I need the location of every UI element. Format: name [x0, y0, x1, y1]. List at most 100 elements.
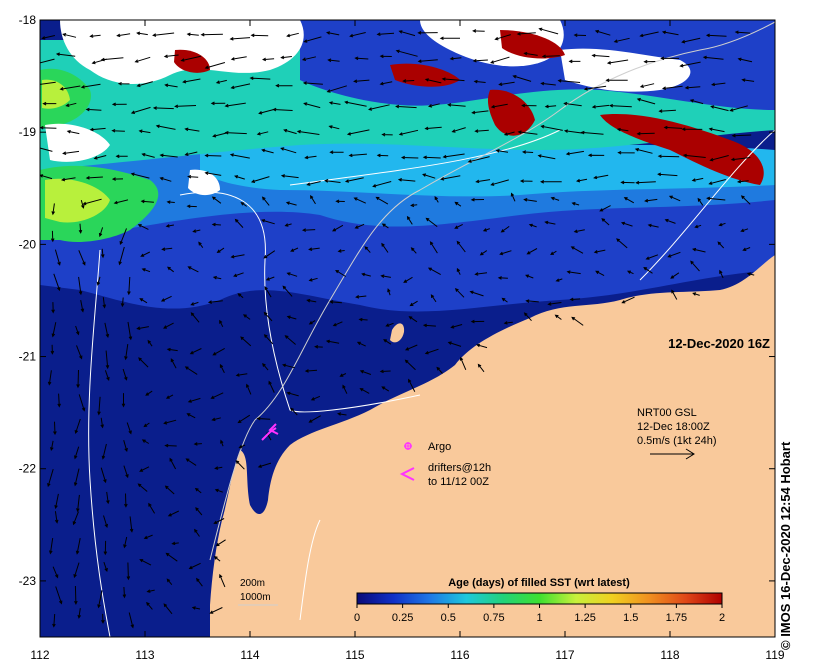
drifters-label-1: drifters@12h — [428, 462, 491, 474]
velocity-arrow — [120, 297, 125, 308]
velocity-arrow — [124, 493, 128, 508]
velocity-arrow — [594, 29, 611, 36]
velocity-arrow — [425, 217, 438, 227]
lon-tick-label: 112 — [30, 648, 49, 662]
velocity-arrow — [337, 249, 345, 253]
velocity-arrow — [187, 174, 199, 179]
velocity-arrow — [361, 272, 371, 277]
velocity-arrow — [303, 36, 322, 43]
velocity-arrow — [356, 341, 366, 347]
velocity-arrow — [280, 55, 292, 60]
velocity-arrow — [381, 223, 389, 229]
velocity-arrow — [314, 345, 323, 349]
velocity-arrow — [482, 228, 490, 232]
velocity-arrow — [261, 148, 274, 154]
velocity-arrow — [408, 378, 416, 392]
velocity-arrow — [141, 153, 155, 158]
velocity-arrow — [302, 81, 323, 85]
velocity-arrow — [139, 466, 150, 472]
land-australia — [210, 255, 775, 637]
symbols-legend: Argo drifters@12h to 11/12 00Z — [399, 441, 491, 488]
velocity-arrow — [479, 250, 488, 256]
velocity-arrow — [328, 125, 340, 130]
velocity-arrow — [454, 201, 462, 207]
velocity-arrow — [587, 153, 605, 158]
velocity-arrow — [617, 150, 635, 155]
velocity-arrow — [204, 153, 222, 158]
velocity-arrow — [174, 104, 197, 109]
velocity-arrow — [490, 103, 508, 109]
velocity-arrow — [136, 81, 153, 88]
velocity-arrow — [476, 343, 488, 349]
map-plot-area — [40, 20, 775, 637]
velocity-arrow — [165, 394, 174, 399]
velocity-arrow — [139, 298, 148, 304]
velocity-arrow — [734, 30, 751, 35]
velocity-arrow — [100, 417, 104, 429]
velocity-arrow — [565, 150, 584, 156]
velocity-arrow — [41, 35, 56, 40]
velocity-arrow — [284, 223, 292, 227]
velocity-arrow — [286, 272, 298, 277]
velocity-arrow — [213, 556, 221, 562]
velocity-arrow — [136, 326, 149, 330]
lon-tick-label: 115 — [345, 648, 364, 662]
velocity-arrow — [216, 247, 225, 254]
velocity-arrow — [100, 248, 105, 259]
velocity-arrow — [117, 81, 130, 86]
velocity-arrow — [325, 339, 340, 344]
lat-tick-label: -22 — [19, 462, 37, 476]
velocity-legend-line1: NRT00 GSL — [637, 407, 697, 419]
lon-tick-label: 114 — [240, 648, 259, 662]
sst-band-cyan — [200, 137, 775, 197]
cloud-northeast — [560, 48, 691, 92]
velocity-arrow — [237, 293, 244, 299]
drifters-label-2: to 11/12 00Z — [428, 476, 489, 488]
velocity-arrow — [616, 238, 628, 249]
velocity-arrow — [417, 59, 438, 63]
velocity-arrow — [50, 440, 54, 452]
velocity-arrow — [53, 421, 57, 436]
velocity-arrow — [569, 297, 581, 302]
velocity-arrow — [434, 196, 439, 203]
velocity-arrow — [265, 276, 275, 281]
colorbar-tick-label: 1.75 — [666, 612, 687, 624]
velocity-arrow — [209, 607, 223, 614]
velocity-arrow — [40, 81, 56, 85]
contour-legend: 200m 1000m — [238, 578, 278, 606]
velocity-arrow — [143, 534, 153, 540]
velocity-arrow — [741, 78, 755, 82]
velocity-arrow — [643, 59, 656, 64]
velocity-arrow — [601, 218, 610, 226]
velocity-arrow — [301, 228, 316, 232]
velocity-arrow — [122, 368, 128, 381]
velocity-arrow — [159, 177, 172, 182]
velocity-arrow — [230, 56, 247, 61]
velocity-arrow — [146, 601, 153, 610]
velocity-arrow — [495, 149, 509, 153]
lon-tick-label: 116 — [450, 648, 469, 662]
velocity-arrow — [164, 83, 178, 88]
velocity-arrow — [280, 147, 297, 154]
velocity-arrow — [100, 57, 124, 62]
velocity-arrow — [447, 103, 466, 107]
velocity-arrow — [105, 350, 110, 370]
velocity-arrow — [708, 127, 725, 133]
velocity-arrow — [50, 230, 55, 243]
velocity-arrow — [161, 247, 173, 251]
velocity-arrow — [490, 56, 510, 64]
velocity-arrow — [475, 179, 491, 184]
velocity-arrow — [76, 369, 80, 389]
contour-1000m-shelf — [179, 191, 421, 413]
velocity-arrow — [256, 131, 269, 136]
velocity-arrow — [387, 288, 391, 296]
sst-patch-lime — [45, 178, 110, 223]
velocity-arrow — [440, 175, 461, 181]
velocity-arrow — [456, 267, 461, 275]
velocity-arrow — [359, 388, 370, 394]
velocity-arrow — [510, 192, 516, 202]
drifter-icon — [399, 467, 415, 481]
velocity-arrow — [573, 229, 585, 234]
velocity-arrow — [517, 130, 538, 135]
velocity-arrow — [103, 561, 108, 573]
